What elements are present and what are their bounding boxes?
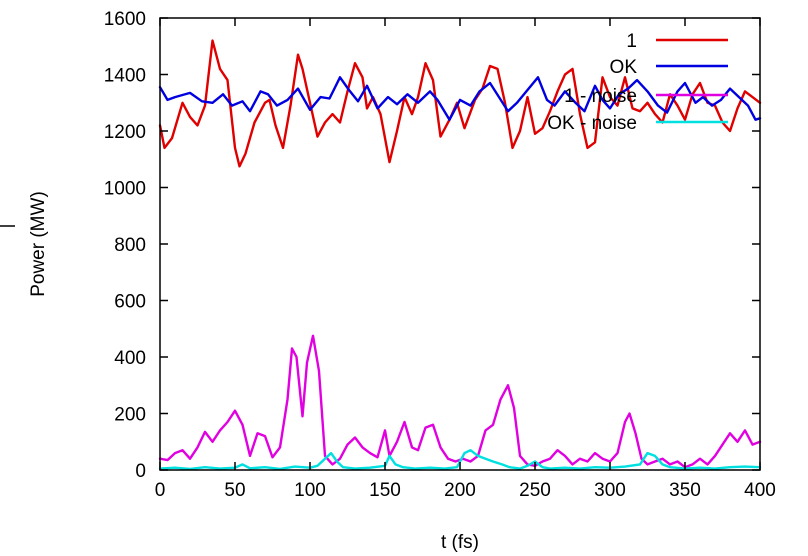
x-tick-label: 0 — [155, 480, 166, 501]
x-tick-label: 150 — [369, 480, 401, 501]
y-tick-label: 1400 — [104, 66, 146, 87]
y-tick-label: 400 — [114, 348, 146, 369]
legend-label: 1 - noise — [564, 86, 637, 107]
x-tick-label: 100 — [294, 480, 326, 501]
axis-ticks — [159, 17, 761, 471]
legend: 1 OK 1 - noise OK - noise — [547, 31, 728, 134]
series-line-3 — [158, 334, 762, 469]
series-line-2 — [158, 76, 762, 121]
y-tick-label: 800 — [114, 235, 146, 256]
y-tick-label: 0 — [135, 461, 146, 482]
y-tick-label: 1000 — [104, 179, 146, 200]
y-tick-label: 1600 — [104, 9, 146, 30]
x-tick-label: 200 — [444, 480, 476, 501]
series-line-4 — [158, 449, 762, 471]
legend-label: OK - noise — [547, 113, 637, 134]
y-tick-label: 600 — [114, 292, 146, 313]
y-tick-labels: 0 200 400 600 800 1000 1200 1400 1600 — [104, 9, 146, 482]
x-tick-labels: 0 50 100 150 200 250 300 350 400 — [155, 480, 776, 501]
x-tick-label: 50 — [224, 480, 245, 501]
x-axis-label: t (fs) — [441, 532, 479, 553]
y-tick-label: 1200 — [104, 122, 146, 143]
plot-series — [158, 39, 762, 471]
legend-label: OK — [610, 57, 638, 78]
x-tick-label: 250 — [519, 480, 551, 501]
x-tick-label: 350 — [669, 480, 701, 501]
legend-label: 1 — [626, 31, 637, 52]
y-axis-label: Power (MW) — [28, 191, 49, 297]
x-tick-label: 300 — [594, 480, 626, 501]
y-tick-label: 200 — [114, 405, 146, 426]
x-tick-label: 400 — [744, 480, 776, 501]
